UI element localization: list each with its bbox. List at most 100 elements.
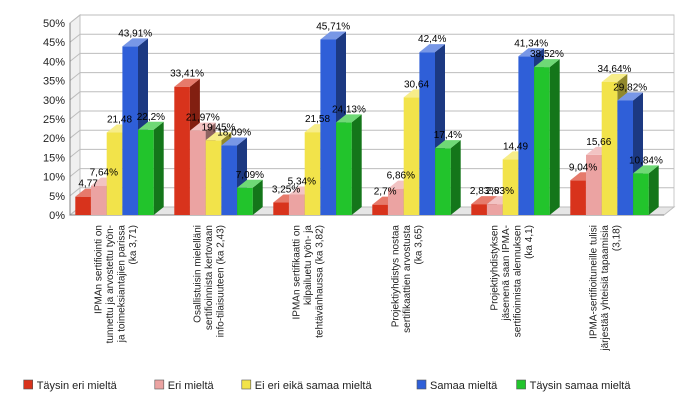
- bar-top: [205, 132, 232, 141]
- legend-label: Samaa mieltä: [430, 380, 498, 392]
- data-label: 21,48: [107, 115, 132, 126]
- bar-front: [237, 187, 253, 215]
- bar-top: [138, 121, 164, 130]
- data-label: 14,49: [503, 141, 528, 152]
- bar: [138, 121, 164, 215]
- bar-front: [633, 173, 649, 215]
- data-label: 6,86%: [387, 171, 415, 182]
- data-label: 29,82%: [613, 82, 647, 93]
- bar: [336, 114, 362, 215]
- legend-swatch: [154, 379, 165, 390]
- bar-front: [122, 46, 138, 215]
- bar: [237, 179, 263, 215]
- category-label-line: sertifioinnista alennuksen: [513, 225, 524, 337]
- category-label-line: info-tilaisuuteen (ka 2,43): [216, 225, 227, 337]
- bar-side: [153, 121, 164, 215]
- data-label: 17,4%: [434, 130, 462, 141]
- data-label: 9,04%: [569, 162, 597, 173]
- bar-side: [648, 165, 659, 215]
- bar-side: [450, 140, 461, 215]
- gridline: [69, 14, 674, 24]
- data-label: 15,66: [586, 137, 611, 148]
- bar-front: [518, 56, 534, 216]
- category-label-line: IPMAn sertifikaatti on: [292, 225, 303, 319]
- data-label: 7,09%: [236, 170, 264, 181]
- category-label-line: sertifioinnista kertovaan: [204, 225, 215, 330]
- bar-top: [190, 122, 216, 131]
- bar-front: [403, 97, 420, 215]
- legend-item: Eri mieltä: [154, 379, 215, 392]
- category-label: IPMAn sertifikaatti onkilpailuetu työn- …: [292, 225, 326, 338]
- bar-top: [122, 38, 148, 47]
- legend-swatch: [23, 379, 34, 390]
- category-label-line: IPMAn sertifiointi on: [94, 225, 105, 314]
- bar: [633, 165, 659, 215]
- data-label: 43,91%: [118, 28, 152, 39]
- gridline: [69, 129, 674, 139]
- bar-front: [138, 129, 154, 215]
- bar-front: [174, 86, 190, 215]
- legend-item: Täysin samaa mieltä: [516, 379, 631, 392]
- bar-front: [106, 132, 123, 215]
- category-label-line: ja toimeksiantajien parissa: [117, 225, 128, 344]
- data-label: 19,45%: [202, 122, 236, 133]
- gridline: [69, 110, 674, 120]
- data-label: 34,64%: [598, 64, 632, 75]
- gridline: [69, 52, 674, 62]
- bar-top: [221, 137, 247, 146]
- category-label: IPMAn sertifiointi ontunnettu ja arvoste…: [94, 225, 140, 344]
- category-label-line: (ka 3,71): [128, 225, 139, 264]
- legend-label: Ei eri eikä samaa mieltä: [255, 380, 373, 392]
- bar-front: [388, 188, 404, 215]
- legend-label: Täysin eri mieltä: [37, 380, 118, 392]
- category-label-line: IPMA-sertifioituneille tulisi: [589, 225, 600, 339]
- bar-top: [320, 31, 346, 40]
- category-label: Projektiyhdistys nostaasertifikaattien a…: [391, 225, 425, 333]
- category-label: Projektiyhdistyksenjäsenenä saan IPMA-se…: [490, 225, 536, 337]
- bar-side: [351, 114, 362, 215]
- legend-item: Samaa mieltä: [416, 379, 498, 392]
- bar-front: [221, 145, 237, 215]
- bar: [534, 59, 560, 216]
- y-tick-label: 5%: [49, 191, 65, 203]
- bar-front: [273, 202, 289, 215]
- bar-top: [617, 92, 643, 101]
- data-label: 22,2%: [137, 112, 165, 123]
- bar-top: [601, 73, 628, 82]
- bar-front: [570, 180, 586, 215]
- bar-front: [586, 154, 602, 215]
- bar-side: [549, 59, 560, 216]
- category-label-line: (ka 3,65): [414, 225, 425, 264]
- category-label-line: jäsenenä saan IPMA-: [501, 225, 512, 322]
- bar: [435, 140, 461, 215]
- y-tick-label: 10%: [43, 172, 65, 184]
- bar-top: [237, 179, 263, 188]
- bar-front: [289, 194, 305, 215]
- bar-front: [372, 204, 388, 215]
- data-label: 4,77: [78, 179, 98, 190]
- data-label: 21,58: [305, 114, 330, 125]
- bar-front: [617, 100, 633, 215]
- bar-top: [419, 44, 445, 53]
- gridline: [69, 148, 674, 158]
- y-tick-label: 0%: [49, 210, 65, 222]
- category-label-line: (ka 4,1): [524, 225, 535, 259]
- data-label: 2,83%: [470, 186, 498, 197]
- data-label: 45,71%: [316, 21, 350, 32]
- bar-front: [75, 196, 91, 215]
- bar-front: [435, 148, 451, 215]
- bar-front: [91, 185, 107, 215]
- category-label: Osallistuisin mielellänisertifioinnista …: [193, 225, 227, 337]
- category-label-line: Osallistuisin mielelläni: [193, 225, 204, 323]
- legend-item: Täysin eri mieltä: [23, 379, 118, 392]
- category-label-line: järjestää yhteisiä tapaamisia: [600, 225, 611, 352]
- bar-front: [502, 159, 519, 215]
- y-tick-label: 35%: [43, 76, 65, 88]
- bar-front: [419, 52, 435, 216]
- bar-top: [518, 48, 544, 57]
- data-label: 10,84%: [629, 155, 663, 166]
- category-label-line: tunnettu ja arvostettu työn-: [105, 225, 116, 343]
- gridline: [69, 91, 674, 101]
- data-label: 42,4%: [418, 34, 446, 45]
